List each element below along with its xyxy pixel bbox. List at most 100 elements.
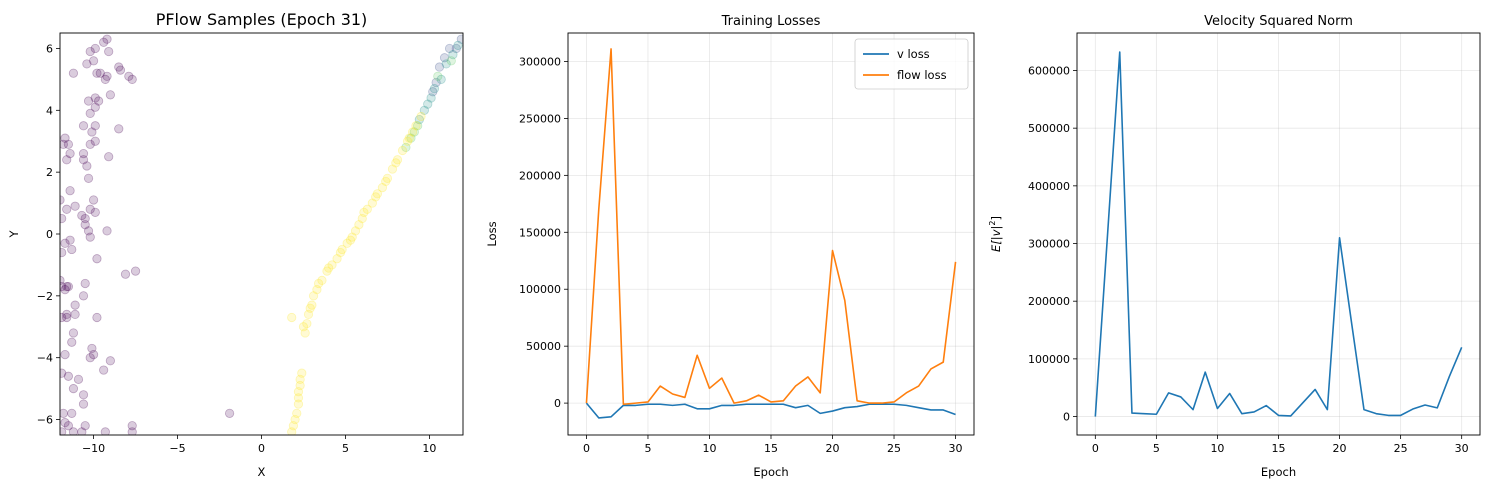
x-tick-label: −5 <box>169 442 185 455</box>
scatter-point <box>392 155 403 165</box>
scatter-point <box>90 43 100 54</box>
scatter-point <box>308 291 319 301</box>
y-tick-label: 100000 <box>519 283 561 296</box>
scatter-point <box>327 260 337 270</box>
x-tick-label: −10 <box>82 442 105 455</box>
x-tick-label: 5 <box>1153 442 1160 455</box>
scatter-point <box>92 68 102 78</box>
x-tick-label: 10 <box>702 442 716 455</box>
x-tick-label: 0 <box>258 442 265 455</box>
scatter-point <box>434 62 445 72</box>
chart-2: 0 5 10 15 20 25 30 0 50000 100000 150000 200000 2500… <box>485 14 975 479</box>
scatter-point <box>77 210 87 221</box>
scatter-point <box>102 71 112 81</box>
scatter-point <box>82 59 92 69</box>
scatter-point <box>307 300 317 310</box>
scatter-point <box>70 300 80 310</box>
scatter-point <box>444 43 455 54</box>
scatter-point <box>357 213 367 224</box>
scatter-point <box>312 285 322 295</box>
scatter-point <box>120 269 131 279</box>
scatter-point <box>362 204 372 214</box>
scatter-point <box>404 133 414 143</box>
x-axis-label: Epoch <box>1261 465 1296 479</box>
legend: v loss flow loss <box>854 38 969 90</box>
scatter-point <box>78 155 89 165</box>
scatter-point <box>377 183 387 193</box>
legend-box <box>854 38 969 90</box>
y-tick-label: −4 <box>37 352 53 365</box>
scatter-point <box>298 322 309 332</box>
scatter-point <box>342 238 352 248</box>
scatter-point <box>90 102 100 112</box>
y-axis-label: Y <box>7 230 21 239</box>
scatter-point <box>68 68 79 78</box>
scatter-point <box>60 139 68 149</box>
scatter-point <box>63 371 73 381</box>
scatter-point <box>287 312 297 323</box>
scatter-point <box>94 96 104 106</box>
scatter-point <box>441 59 451 69</box>
scatter-point <box>295 380 305 391</box>
scatter-point <box>73 374 84 384</box>
scatter-point <box>90 136 100 146</box>
scatter-point <box>60 281 67 292</box>
scatter-point <box>372 189 382 199</box>
scatter-point <box>332 254 342 264</box>
scatter-point <box>85 46 95 57</box>
scatter-point <box>83 173 94 183</box>
scatter-point <box>60 238 70 248</box>
scatter-point <box>60 408 68 418</box>
scatter-point <box>292 408 302 418</box>
chart-1: −10 −5 0 5 10 −6 −4 −2 0 2 4 6 PFlow Samples (Epoch … <box>7 10 464 479</box>
scatter-point <box>293 387 304 397</box>
scatter-point <box>62 155 72 165</box>
scatter-point <box>65 235 75 245</box>
scatter-point <box>428 87 438 97</box>
y-tick-label: −6 <box>37 414 53 427</box>
axes-frame <box>59 32 464 436</box>
x-tick-label: 25 <box>887 442 901 455</box>
plot-area <box>585 48 957 419</box>
scatter-point <box>70 309 80 319</box>
plot-area <box>60 34 463 435</box>
y-tick-label: 150000 <box>519 226 561 239</box>
y-tick-label: 0 <box>1063 411 1070 424</box>
scatter-point <box>60 349 70 360</box>
scatter-point <box>65 186 75 196</box>
scatter-point <box>88 195 99 205</box>
scatter-point <box>60 285 70 295</box>
scatter-point <box>60 275 65 285</box>
scatter-point <box>85 353 95 363</box>
scatter-point <box>60 247 67 258</box>
y-tick-label: 300000 <box>519 55 561 68</box>
scatter-point <box>413 121 423 131</box>
scatter-point <box>300 328 310 338</box>
scatter-point <box>224 408 235 418</box>
scatter-point <box>68 427 79 435</box>
scatter-point <box>78 399 89 409</box>
scatter-point <box>290 414 300 425</box>
scatter-point <box>127 74 137 84</box>
y-tick-label: 4 <box>46 104 53 117</box>
x-tick-label: 5 <box>644 442 651 455</box>
scatter-point <box>414 114 424 125</box>
scatter-point <box>431 77 441 88</box>
scatter-point <box>67 337 77 347</box>
scatter-point <box>433 71 443 81</box>
y-tick-label: 50000 <box>526 340 561 353</box>
scatter-point <box>60 418 70 428</box>
scatter-point <box>293 399 304 409</box>
scatter-point <box>335 247 346 258</box>
scatter-point <box>68 384 79 394</box>
legend-label: v loss <box>897 47 930 61</box>
y-axis-label: Loss <box>485 221 499 246</box>
scatter-point <box>114 62 124 72</box>
y-tick-label: 100000 <box>1028 353 1070 366</box>
x-axis-label: Epoch <box>753 465 788 479</box>
scatter-point <box>90 121 100 131</box>
scatter-point <box>105 90 115 100</box>
scatter-point <box>63 281 73 292</box>
scatter-point <box>419 105 429 115</box>
series-line-1 <box>1094 51 1463 417</box>
